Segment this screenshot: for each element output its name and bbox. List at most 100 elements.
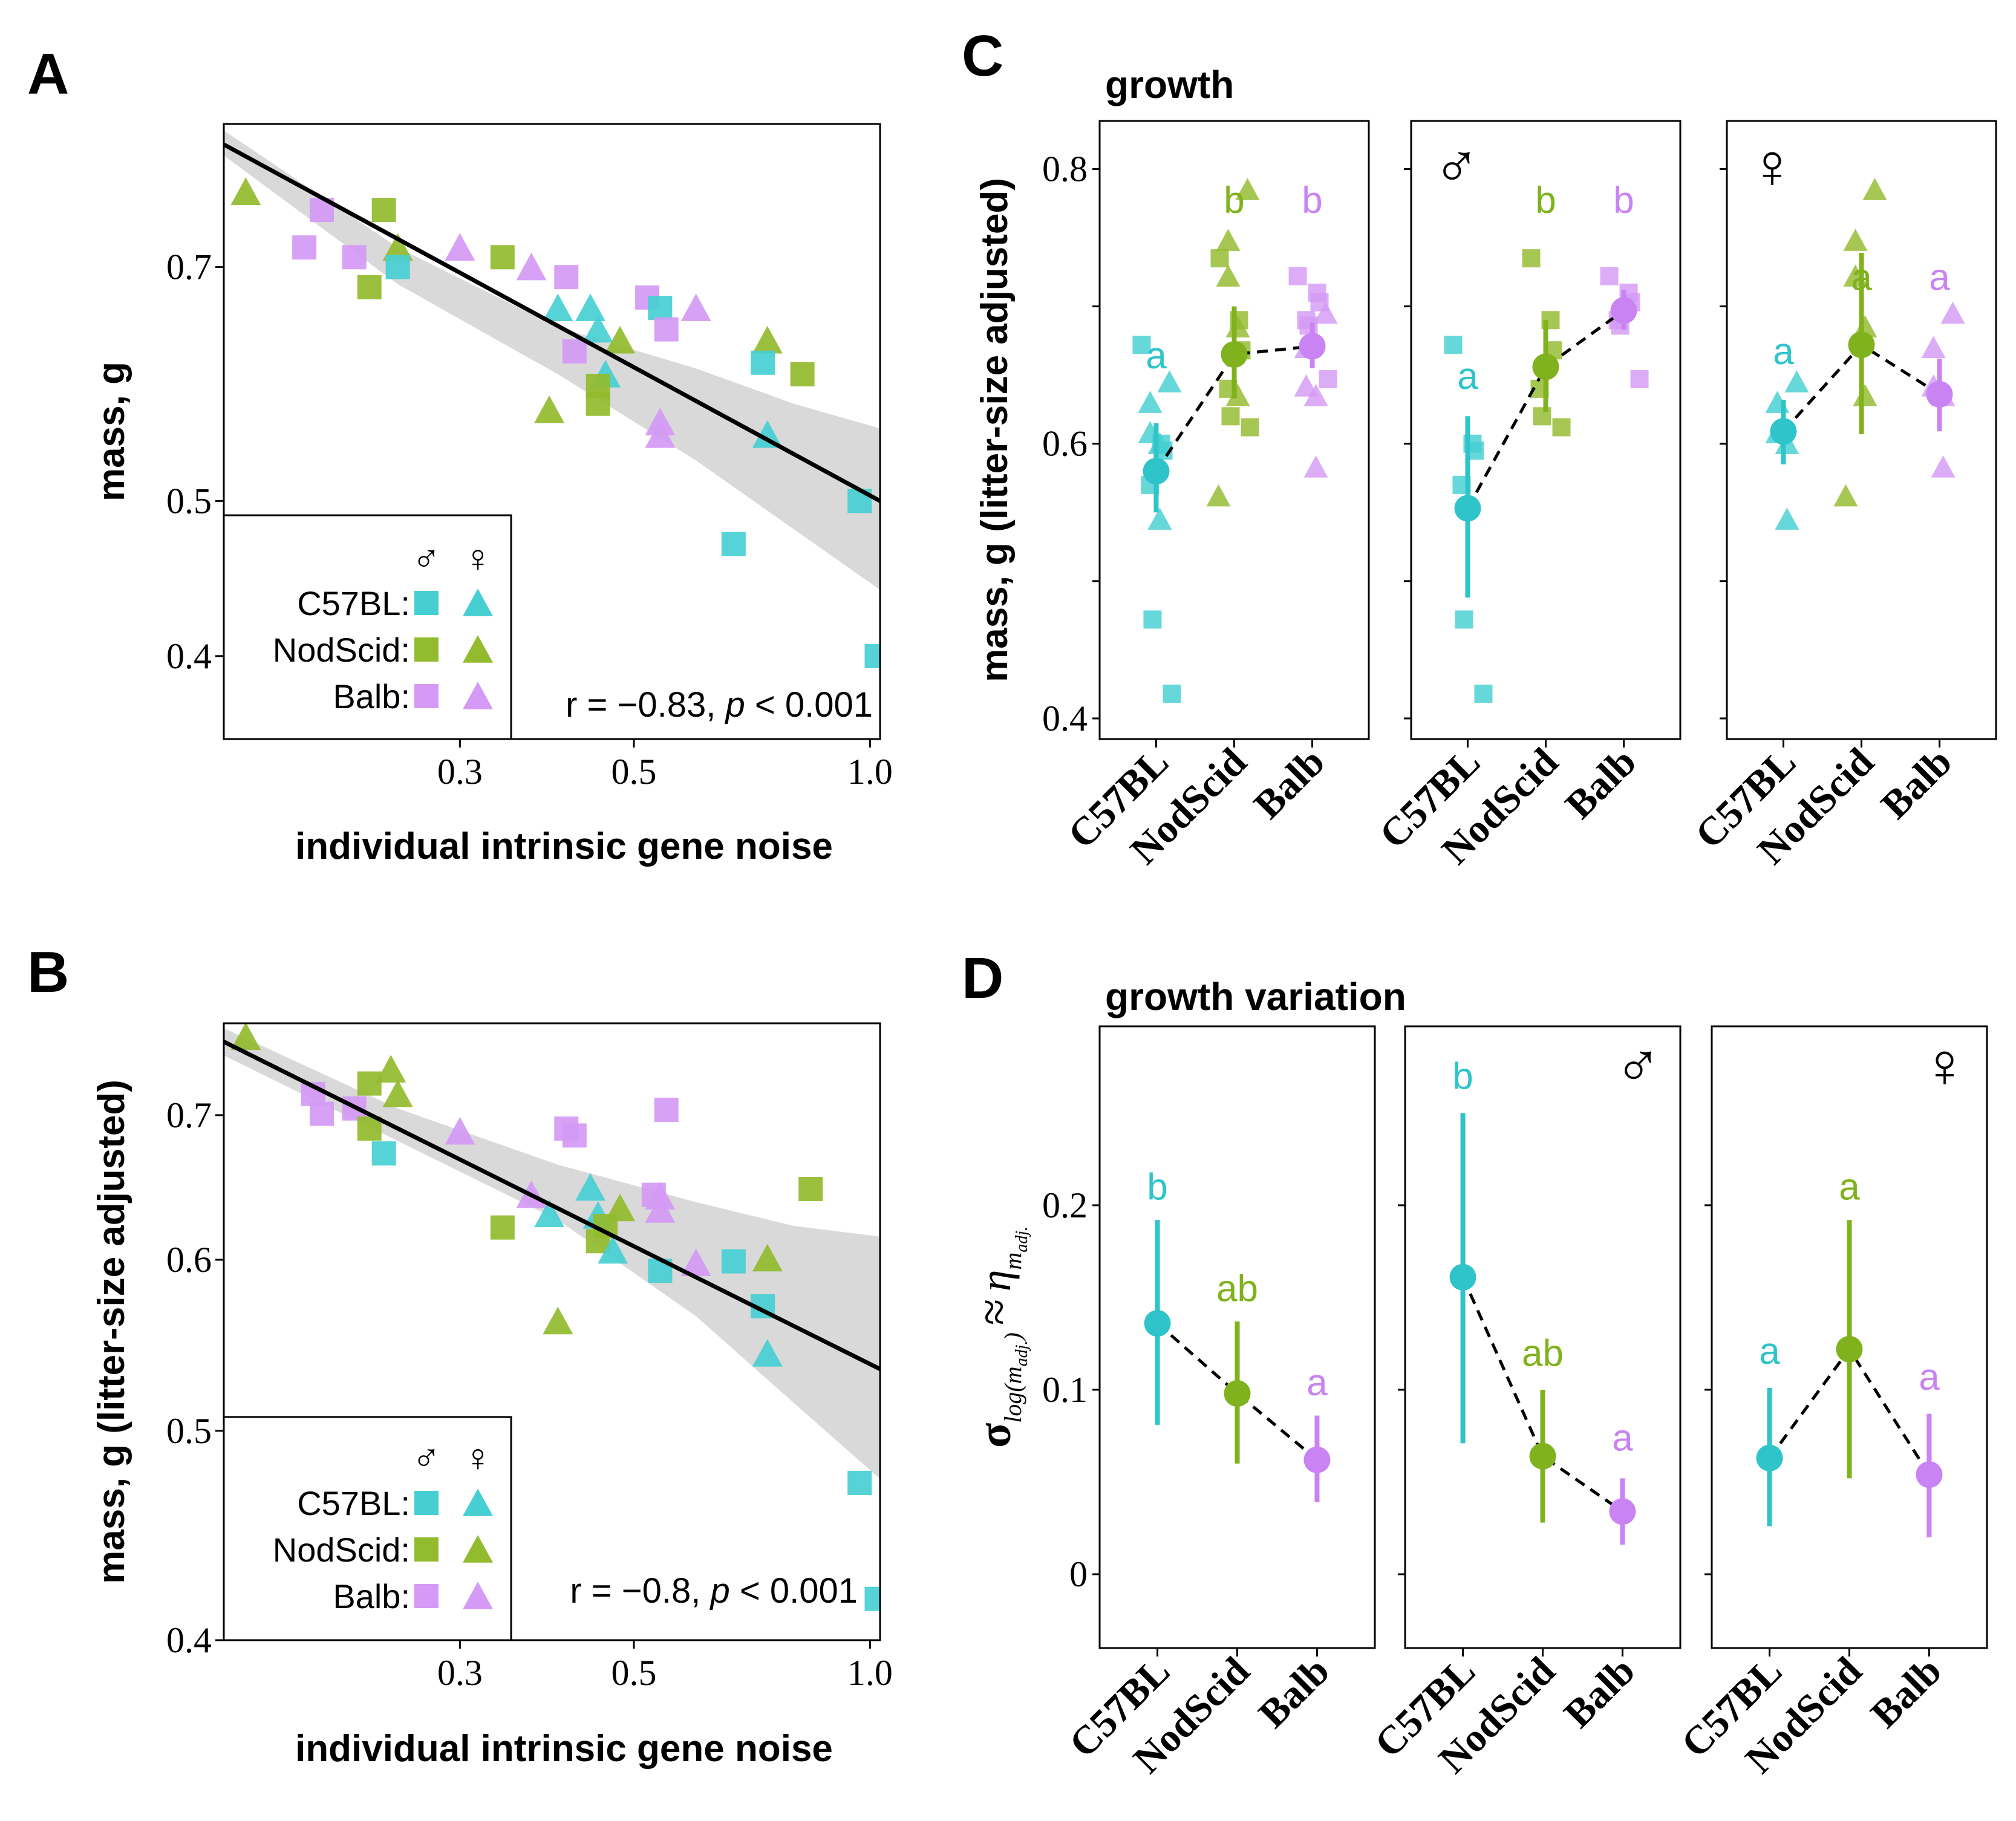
y-tick-label: 0.4 bbox=[166, 1620, 212, 1660]
raw-point-balb-female bbox=[1921, 336, 1946, 359]
data-point-nodscid-female bbox=[534, 395, 565, 423]
raw-point-nodscid-male bbox=[1533, 407, 1551, 426]
x-tick-label: 0.3 bbox=[437, 752, 483, 792]
data-point-balb-female bbox=[645, 420, 676, 448]
legend-triangle-c57bl bbox=[463, 588, 493, 616]
mean-point-balb bbox=[1610, 297, 1637, 324]
annotation-p: p bbox=[724, 685, 745, 725]
legend-square-balb bbox=[414, 684, 439, 708]
raw-point-nodscid-male bbox=[1552, 418, 1571, 437]
data-point-nodscid-female bbox=[752, 325, 783, 354]
data-point-c57bl-male bbox=[385, 255, 410, 279]
data-point-nodscid-male bbox=[490, 245, 515, 270]
raw-point-nodscid-male bbox=[1210, 249, 1229, 268]
data-point-c57bl-male bbox=[847, 1470, 872, 1495]
female-symbol: ♀ bbox=[1921, 1031, 1968, 1101]
data-point-nodscid-female bbox=[382, 233, 413, 261]
legend-box bbox=[223, 514, 512, 740]
y-title-sigma-sub: log(m bbox=[999, 1366, 1026, 1422]
legend-triangle-balb bbox=[463, 682, 493, 709]
raw-point-c57bl-female bbox=[1775, 507, 1799, 530]
legend-label-balb: Balb: bbox=[333, 677, 410, 715]
annotation-rest: < 0.001 bbox=[745, 685, 873, 725]
male-symbol: ♂ bbox=[1433, 132, 1480, 201]
y-tick-label: 0.8 bbox=[1042, 149, 1088, 189]
data-point-balb-female bbox=[445, 233, 475, 261]
panel-letter: A bbox=[27, 42, 69, 106]
mean-point-c57bl bbox=[1756, 1444, 1783, 1471]
significance-letter-balb: b bbox=[1613, 180, 1634, 221]
data-point-nodscid-female bbox=[382, 1080, 413, 1107]
mean-point-c57bl bbox=[1143, 458, 1170, 485]
data-point-nodscid-female bbox=[543, 1306, 573, 1335]
raw-point-c57bl-male bbox=[1444, 336, 1463, 354]
data-point-balb-female bbox=[516, 252, 547, 281]
correlation-annotation: r = −0.8, p < 0.001 bbox=[570, 1571, 858, 1611]
data-point-balb-female bbox=[445, 1116, 475, 1145]
mean-point-c57bl bbox=[1144, 1310, 1171, 1337]
y-title-sigma: σ bbox=[970, 1423, 1020, 1448]
mean-connector bbox=[1466, 309, 1625, 509]
correlation-annotation: r = −0.83, p < 0.001 bbox=[566, 685, 873, 725]
raw-point-balb-female bbox=[1303, 455, 1328, 478]
y-tick-label: 0.6 bbox=[166, 1240, 212, 1280]
y-title-sigma-subsub: adj. bbox=[1013, 1341, 1031, 1367]
data-point-balb-male bbox=[562, 339, 587, 364]
raw-point-nodscid-male bbox=[1221, 407, 1240, 426]
raw-point-nodscid-female bbox=[1843, 229, 1868, 251]
annotation-r: r = −0.8, bbox=[570, 1571, 710, 1611]
y-tick-label: 0.7 bbox=[166, 1095, 212, 1135]
x-axis-title: individual intrinsic gene noise bbox=[295, 826, 833, 867]
significance-letter-c57bl: a bbox=[1146, 335, 1167, 377]
raw-point-balb-male bbox=[1319, 370, 1337, 388]
y-tick-label: 0.2 bbox=[1042, 1185, 1088, 1225]
data-point-balb-female bbox=[645, 1195, 676, 1223]
raw-point-nodscid-female bbox=[1862, 178, 1887, 200]
data-point-balb-male bbox=[654, 1098, 679, 1122]
data-point-c57bl-female bbox=[543, 293, 573, 322]
data-point-c57bl-female bbox=[534, 1199, 565, 1228]
significance-letter-c57bl: b bbox=[1147, 1167, 1167, 1208]
y-title-eta: η bbox=[971, 1270, 1020, 1292]
legend-triangle-c57bl bbox=[463, 1488, 493, 1516]
mean-connector bbox=[1155, 344, 1313, 472]
mean-point-balb bbox=[1916, 1461, 1943, 1488]
raw-point-balb-female bbox=[1931, 455, 1956, 478]
x-axis-title: individual intrinsic gene noise bbox=[295, 1728, 833, 1770]
data-point-c57bl-male bbox=[721, 1249, 746, 1274]
raw-point-balb-male bbox=[1288, 267, 1307, 285]
significance-letter-nodscid: b bbox=[1535, 180, 1556, 221]
data-point-balb-male bbox=[342, 245, 367, 270]
mean-point-nodscid bbox=[1848, 331, 1875, 359]
plot-frame bbox=[223, 123, 881, 740]
female-symbol: ♀ bbox=[1749, 132, 1796, 201]
raw-point-balb-male bbox=[1600, 267, 1619, 285]
mean-connector bbox=[1461, 1276, 1623, 1513]
raw-point-c57bl-female bbox=[1784, 370, 1809, 393]
legend-male-symbol: ♂ bbox=[412, 1436, 441, 1479]
data-point-c57bl-female bbox=[752, 1339, 783, 1367]
significance-letter-nodscid: ab bbox=[1216, 1268, 1258, 1310]
x-tick-label: 1.0 bbox=[847, 1653, 893, 1693]
y-title-paren: ) bbox=[999, 1332, 1026, 1341]
significance-letter-c57bl: b bbox=[1452, 1056, 1473, 1098]
data-point-c57bl-female bbox=[752, 420, 783, 448]
panel-a: A ♂ ♀ C57BL: NodScid: Balb: r = −0.83, p < 0.0… bbox=[27, 42, 893, 867]
mean-point-nodscid bbox=[1532, 353, 1559, 380]
y-tick-label: 0.1 bbox=[1042, 1370, 1088, 1410]
annotation-r: r = −0.83, bbox=[566, 685, 725, 725]
data-point-nodscid-female bbox=[752, 1243, 783, 1272]
y-title-eta-subsub: adj. bbox=[1013, 1226, 1031, 1253]
data-point-c57bl-female bbox=[575, 293, 606, 322]
legend-female-symbol: ♀ bbox=[463, 1436, 492, 1479]
data-point-c57bl-male bbox=[751, 350, 775, 375]
panel-letter: D bbox=[962, 946, 1003, 1011]
raw-point-c57bl-female bbox=[1157, 370, 1182, 393]
mean-point-nodscid bbox=[1529, 1442, 1556, 1470]
regression-line bbox=[224, 142, 880, 503]
annotation-p: p bbox=[709, 1571, 729, 1611]
legend-square-nodscid bbox=[414, 637, 439, 662]
data-point-c57bl-male bbox=[864, 643, 880, 668]
raw-point-c57bl-male bbox=[1163, 685, 1181, 703]
raw-point-c57bl-male bbox=[1143, 610, 1162, 629]
